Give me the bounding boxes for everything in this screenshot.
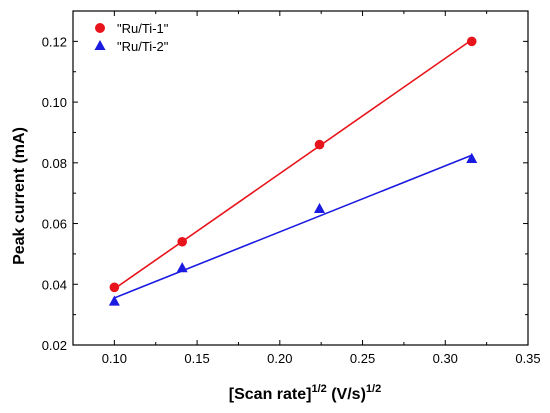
x-axis-title-mid: (V/s) [327, 386, 366, 403]
y-axis-ticks: 0.02 0.04 0.06 0.08 0.10 0.12 [42, 34, 528, 353]
y-tick-label: 0.04 [42, 277, 67, 292]
point-series-2 [176, 262, 188, 273]
legend-label-ru-ti-1: "Ru/Ti-1" [117, 21, 169, 36]
x-tick-label: 0.35 [515, 351, 540, 366]
point-series-1 [177, 236, 187, 247]
x-tick-label: 0.30 [433, 351, 458, 366]
fit-lines [113, 39, 473, 299]
x-tick-label: 0.25 [350, 351, 375, 366]
point-series-2 [314, 202, 326, 214]
data-points [108, 36, 478, 306]
legend-label-ru-ti-2: "Ru/Ti-2" [117, 39, 169, 54]
x-tick-label: 0.20 [267, 351, 292, 366]
plot-frame [72, 10, 529, 346]
point-series-1 [314, 139, 325, 150]
legend-marker-ru-ti-2 [94, 40, 106, 50]
point-series-1 [109, 282, 120, 293]
x-axis-title-main: [Scan rate] [229, 386, 312, 403]
point-series-1 [466, 36, 477, 47]
y-tick-label: 0.10 [42, 95, 67, 110]
legend: "Ru/Ti-1" "Ru/Ti-2" [94, 21, 169, 54]
legend-marker-ru-ti-1 [95, 23, 105, 33]
x-axis-ticks: 0.10 0.15 0.20 0.25 0.30 0.35 [72, 11, 541, 366]
point-series-2 [108, 295, 120, 306]
y-tick-label: 0.02 [42, 338, 67, 353]
y-tick-label: 0.06 [42, 217, 67, 232]
x-axis-title: [Scan rate]1/2 (V/s)1/2 [229, 383, 381, 403]
x-axis-title-sup1: 1/2 [311, 383, 326, 395]
y-tick-label: 0.12 [42, 34, 67, 49]
plot-border [72, 10, 529, 346]
y-tick-label: 0.08 [42, 156, 67, 171]
point-series-2 [466, 152, 478, 163]
fit-line-series-1 [113, 39, 473, 290]
x-axis-title-sup2: 1/2 [366, 383, 381, 395]
x-tick-label: 0.15 [184, 351, 209, 366]
fit-line-series-2 [114, 154, 473, 299]
y-axis-title: Peak current (mA) [11, 127, 28, 265]
x-tick-label: 0.10 [102, 351, 127, 366]
